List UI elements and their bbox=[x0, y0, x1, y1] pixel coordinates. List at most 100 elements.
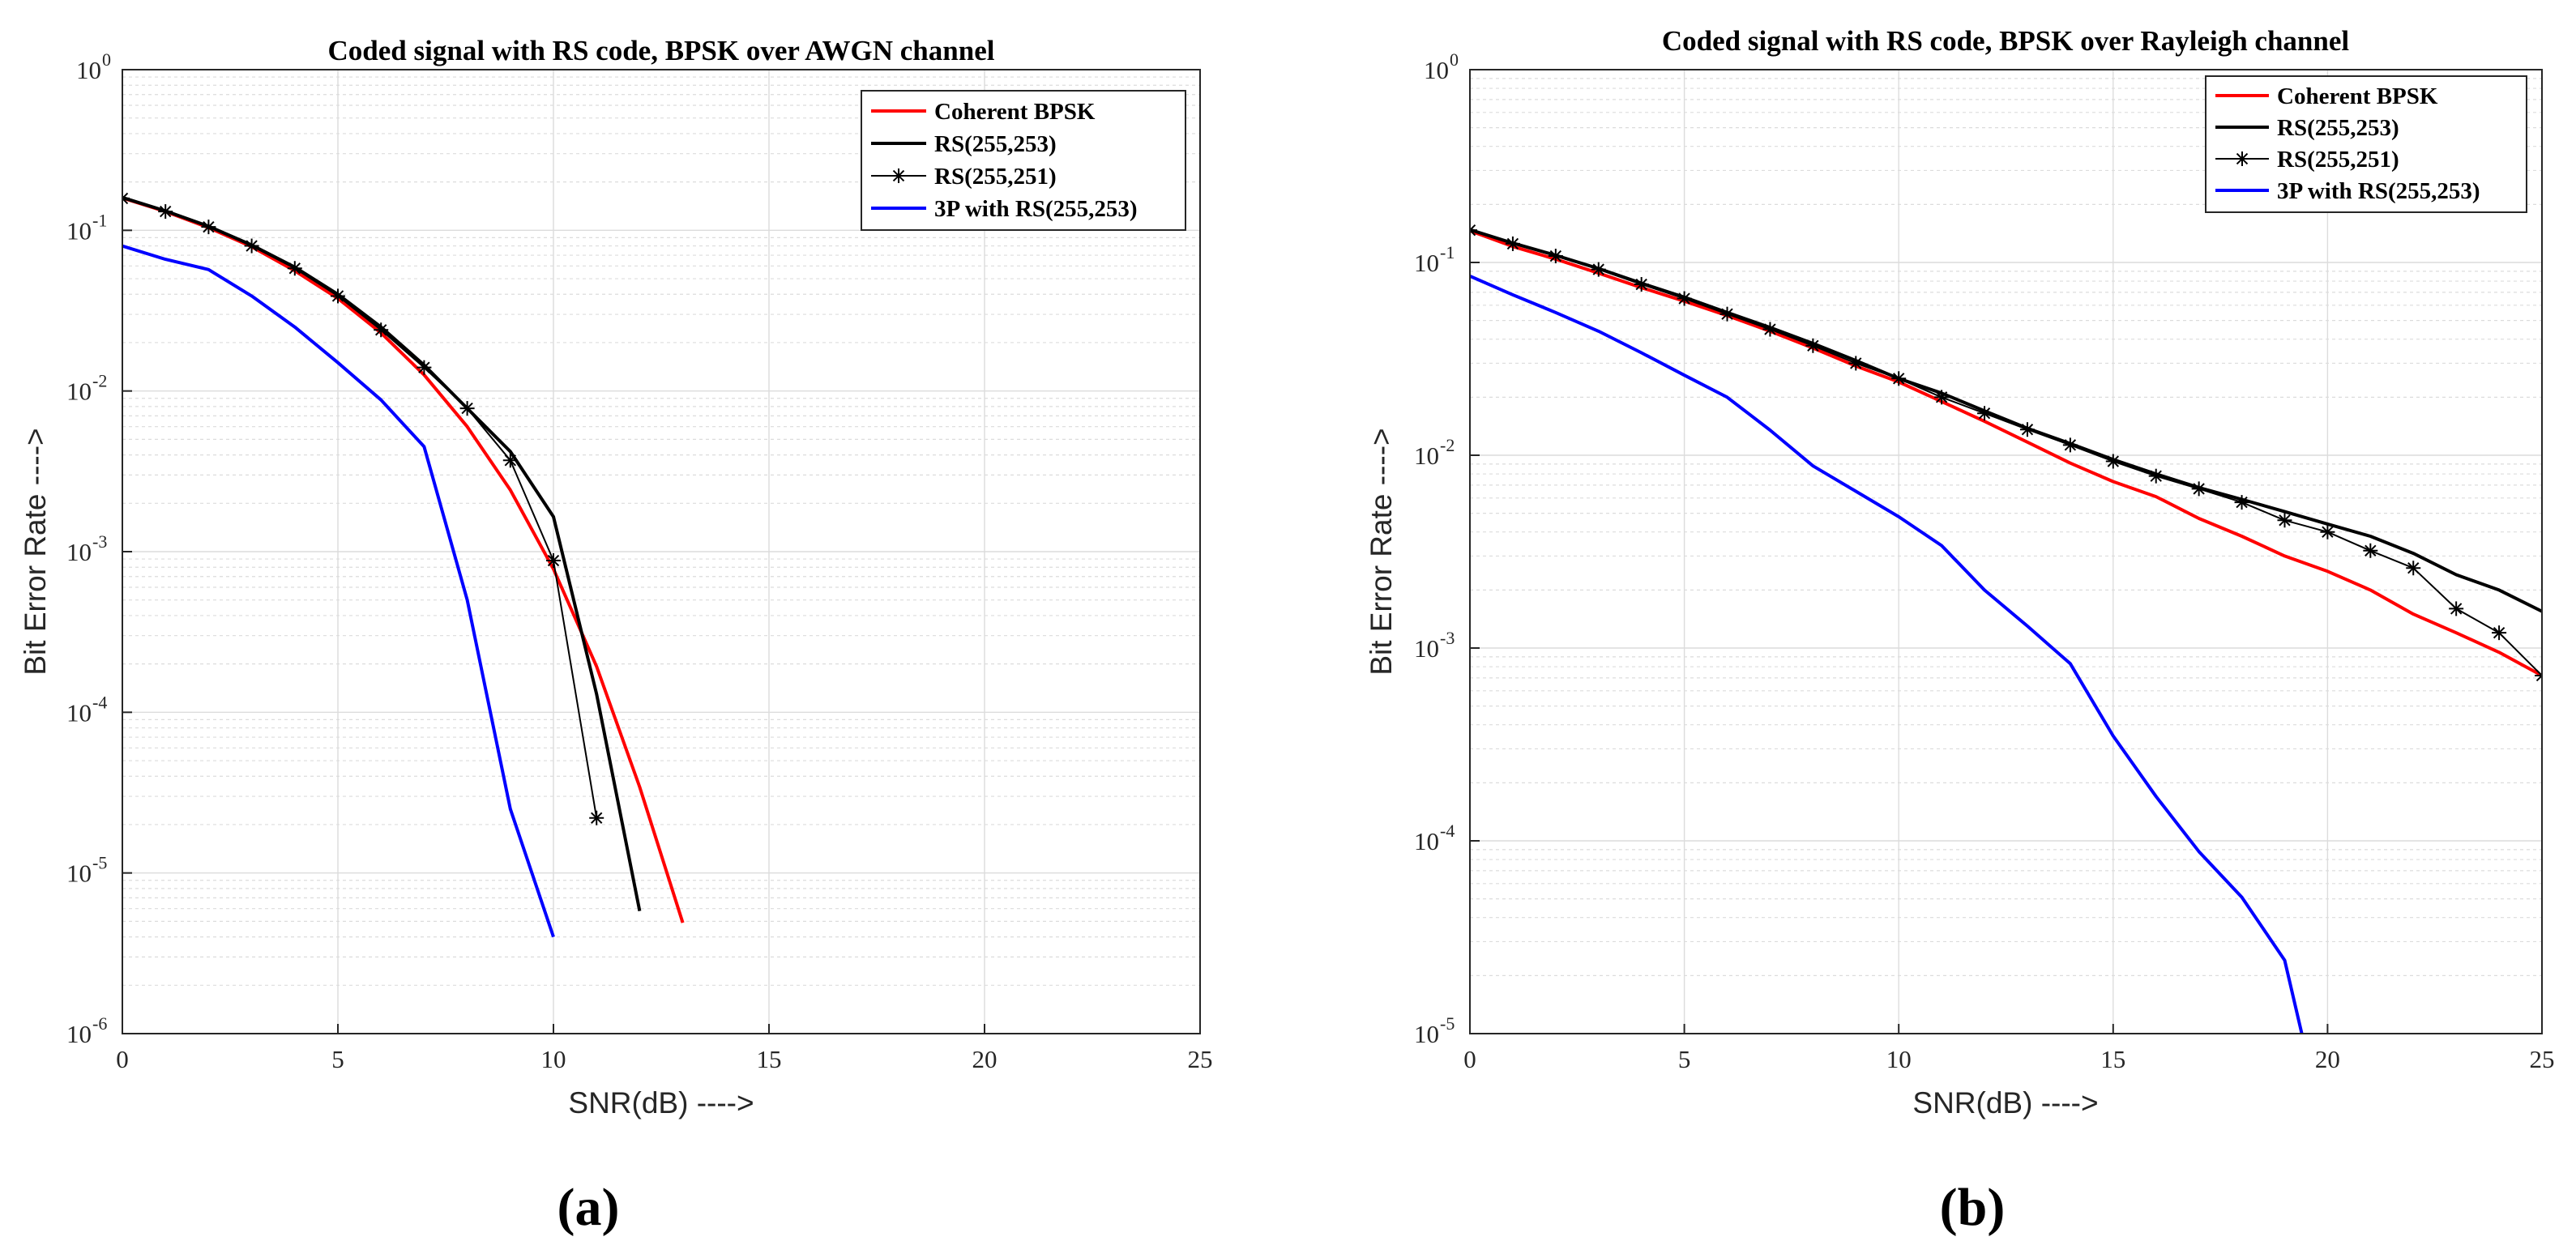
panel-a-legend-label: 3P with RS(255,253) bbox=[934, 196, 1138, 222]
panel-a-y-tick-label: 10 bbox=[76, 56, 101, 84]
panel-a-series-line-rs-255-251 bbox=[122, 197, 598, 818]
panel-a-data-point-rs-255-251 bbox=[502, 453, 518, 468]
panel-a-data-point-rs-255-251 bbox=[244, 238, 259, 254]
panel-a-legend-marker bbox=[891, 168, 906, 183]
panel-a-legend-label: RS(255,253) bbox=[934, 131, 1057, 157]
panel-b-data-point-rs-255-251 bbox=[1848, 356, 1864, 371]
panel-b-data-point-rs-255-251 bbox=[1891, 371, 1907, 386]
panel-b-y-tick-exponent: -5 bbox=[1440, 1013, 1455, 1034]
panel-a-y-tick-exponent: -2 bbox=[92, 371, 107, 391]
panel-b-legend-label: RS(255,253) bbox=[2277, 115, 2399, 141]
panel-a-data-point-rs-255-251 bbox=[374, 322, 389, 338]
panel-b-y-tick-label: 10 bbox=[1424, 56, 1449, 84]
panel-a-title: Coded signal with RS code, BPSK over AWG… bbox=[328, 35, 995, 66]
panel-b-data-point-rs-255-251 bbox=[1548, 249, 1563, 264]
panel-b-axes-box bbox=[1469, 69, 2543, 1034]
panel-b-data-point-rs-255-251 bbox=[1977, 406, 1993, 421]
panel-b-data-point-rs-255-251 bbox=[2277, 513, 2292, 528]
panel-b-series-line-rs-255-253 bbox=[1470, 228, 2542, 613]
panel-b-legend-item-coherent-bpsk: Coherent BPSK bbox=[2215, 83, 2438, 109]
panel-a-y-tick-label: 10 bbox=[66, 377, 92, 406]
panel-b-y-tick-label: 10 bbox=[1414, 441, 1439, 470]
panel-a-series-line-3p-with-rs-255-253 bbox=[122, 244, 555, 938]
panel-b-data-point-rs-255-251 bbox=[2062, 437, 2078, 453]
panel-b-y-tick-label: 10 bbox=[1414, 1020, 1439, 1048]
panel-a-data-point-rs-255-251 bbox=[122, 190, 130, 206]
panel-b-data-point-rs-255-251 bbox=[1762, 322, 1778, 337]
panel-b-y-tick-exponent: -4 bbox=[1440, 821, 1455, 841]
panel-b-data-point-rs-255-251 bbox=[1805, 338, 1821, 353]
panel-b-y-tick-exponent: -1 bbox=[1440, 242, 1455, 262]
panel-b-x-tick-label: 25 bbox=[2530, 1045, 2555, 1073]
panel-a-y-tick-label: 10 bbox=[66, 216, 92, 245]
panel-a-data-point-rs-255-251 bbox=[331, 288, 345, 304]
panel-a-y-tick-label: 10 bbox=[66, 1020, 92, 1048]
panel-b-y-tick-exponent: -2 bbox=[1440, 435, 1455, 455]
panel-a-x-tick-label: 10 bbox=[541, 1045, 566, 1073]
panel-b-series-line-3p-with-rs-255-253 bbox=[1470, 274, 2304, 1034]
panel-b-legend-item-3p-with-rs-255-253: 3P with RS(255,253) bbox=[2215, 178, 2480, 204]
panel-b-legend-item-rs-255-251: RS(255,251) bbox=[2215, 147, 2399, 173]
panel-b-x-tick-label: 5 bbox=[1678, 1045, 1691, 1073]
panel-b-data-point-rs-255-251 bbox=[1470, 223, 1477, 238]
panel-a-y-tick-label: 10 bbox=[66, 538, 92, 566]
panel-b-data-point-rs-255-251 bbox=[1677, 291, 1692, 306]
panel-a-legend: Coherent BPSK RS(255,253) RS(255,251) 3P wi… bbox=[861, 90, 1186, 231]
panel-b-data-point-rs-255-251 bbox=[2191, 481, 2206, 497]
panel-a-y-tick-label: 10 bbox=[66, 859, 92, 888]
panel-a-y-tick-exponent: -6 bbox=[92, 1013, 107, 1034]
panel-b-x-tick-label: 10 bbox=[1886, 1045, 1912, 1073]
panel-a-x-tick-label: 20 bbox=[972, 1045, 998, 1073]
panel-b-data-point-rs-255-251 bbox=[1591, 262, 1606, 277]
panel-b-x-tick-label: 15 bbox=[2100, 1045, 2125, 1073]
panel-a-y-tick-exponent: -1 bbox=[92, 210, 107, 230]
panel-a-data-point-rs-255-251 bbox=[589, 810, 604, 825]
panel-a-y-tick-exponent: -3 bbox=[92, 531, 107, 552]
panel-b-y-tick-label: 10 bbox=[1414, 634, 1439, 663]
panel-a-x-tick-label: 25 bbox=[1188, 1045, 1213, 1073]
panel-a-label: (a) bbox=[557, 1178, 620, 1237]
panel-a-legend-label: Coherent BPSK bbox=[934, 99, 1096, 125]
panel-b-data-point-rs-255-251 bbox=[2363, 543, 2378, 558]
panel-b-series-line-coherent-bpsk bbox=[1470, 229, 2542, 677]
panel-b-data-point-rs-255-251 bbox=[2320, 524, 2335, 539]
panel-b-data-point-rs-255-251 bbox=[2234, 495, 2249, 510]
panel-a-data-point-rs-255-251 bbox=[459, 401, 475, 416]
panel-b-data-point-rs-255-251 bbox=[2406, 561, 2421, 576]
panel-b-series bbox=[1470, 223, 2542, 1034]
panel-b-y-tick-label: 10 bbox=[1414, 827, 1439, 855]
panel-b-title: Coded signal with RS code, BPSK over Ray… bbox=[1662, 25, 2349, 57]
panel-b-data-point-rs-255-251 bbox=[2019, 422, 2035, 437]
panel-a-series bbox=[122, 190, 685, 938]
panel-a-legend-item-rs-255-253: RS(255,253) bbox=[871, 131, 1057, 157]
panel-b-x-tick-label: 20 bbox=[2315, 1045, 2340, 1073]
panel-a-x-tick-label: 5 bbox=[331, 1045, 344, 1073]
panel-a-data-point-rs-255-251 bbox=[158, 204, 173, 220]
panel-b-plot-area bbox=[1470, 70, 2542, 1034]
panel-b-data-point-rs-255-251 bbox=[1934, 390, 1950, 405]
panel-b-legend-item-rs-255-253: RS(255,253) bbox=[2215, 115, 2399, 141]
panel-b-x-axis-label: SNR(dB) ----> bbox=[1912, 1086, 2098, 1119]
panel-a-x-tick-label: 15 bbox=[757, 1045, 782, 1073]
panel-a-x-axis-label: SNR(dB) ----> bbox=[568, 1086, 754, 1119]
panel-b-data-point-rs-255-251 bbox=[1634, 277, 1649, 292]
panel-a-data-point-rs-255-251 bbox=[287, 261, 302, 276]
panel-a-y-tick-exponent: 0 bbox=[102, 49, 111, 70]
panel-b-legend-label: Coherent BPSK bbox=[2277, 83, 2438, 109]
panel-a-legend-item-coherent-bpsk: Coherent BPSK bbox=[871, 99, 1096, 125]
panel-a-y-tick-label: 10 bbox=[66, 698, 92, 727]
panel-b-legend-label: 3P with RS(255,253) bbox=[2277, 178, 2480, 204]
panel-b-data-point-rs-255-251 bbox=[2148, 468, 2164, 484]
panel-a-y-tick-exponent: -5 bbox=[92, 853, 107, 873]
panel-a-legend-item-3p-with-rs-255-253: 3P with RS(255,253) bbox=[871, 196, 1138, 222]
panel-b-x-tick-label: 0 bbox=[1463, 1045, 1476, 1073]
panel-a-y-tick-exponent: -4 bbox=[92, 692, 107, 712]
panel-b-legend: Coherent BPSK RS(255,253) RS(255,251) 3P wi… bbox=[2205, 75, 2527, 213]
panel-a-data-point-rs-255-251 bbox=[546, 553, 561, 569]
panel-b-legend-label: RS(255,251) bbox=[2277, 147, 2399, 173]
panel-b-y-tick-exponent: 0 bbox=[1450, 49, 1459, 70]
